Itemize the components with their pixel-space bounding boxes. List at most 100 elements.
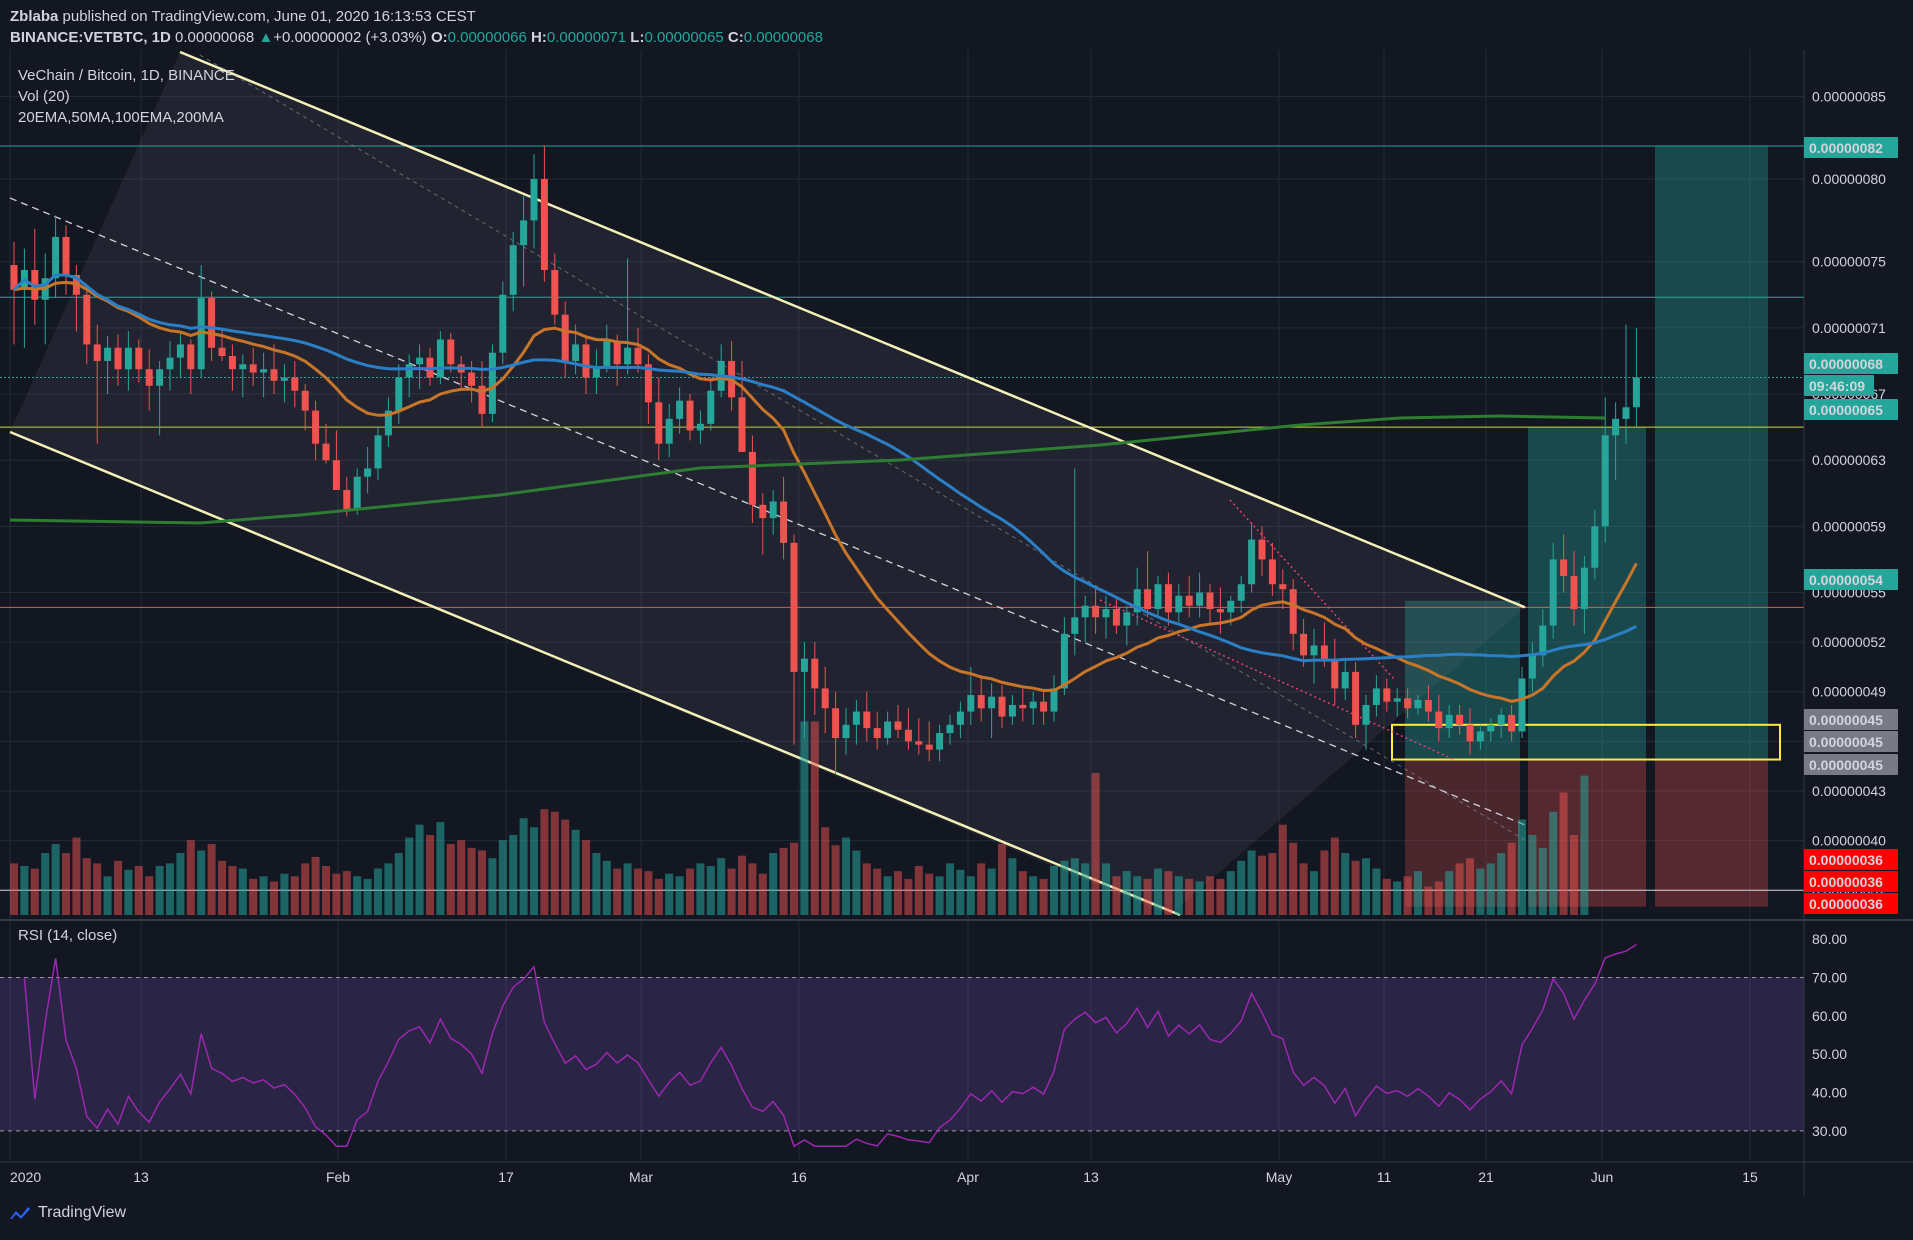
candle-body <box>946 724 954 734</box>
volume-bar <box>769 853 778 915</box>
time-tick: 17 <box>498 1169 514 1185</box>
time-tick: 15 <box>1742 1169 1758 1185</box>
volume-bar <box>1466 858 1474 915</box>
candle-body <box>915 741 923 745</box>
author-name[interactable]: Zblaba <box>10 8 59 25</box>
time-tick: 2020 <box>10 1169 41 1185</box>
volume-bar <box>1549 811 1558 915</box>
volume-bar <box>1226 871 1235 915</box>
candle-body <box>1092 605 1100 618</box>
candle <box>936 724 944 762</box>
volume-bar <box>322 865 330 915</box>
candle <box>1050 675 1058 722</box>
candle <box>197 265 205 378</box>
candle <box>873 711 881 750</box>
candle <box>769 489 777 535</box>
candle <box>447 332 455 373</box>
candle-body <box>1570 575 1578 610</box>
candle-body <box>1487 724 1495 732</box>
candle-body <box>447 339 455 365</box>
volume-bar <box>1414 871 1422 915</box>
candle-body <box>592 365 600 378</box>
candle <box>156 360 164 436</box>
candle-body <box>166 357 174 370</box>
candle-body <box>561 314 569 361</box>
trend-dotted <box>1229 499 1396 681</box>
volume-bar <box>1091 773 1100 915</box>
volume-bar <box>977 863 986 915</box>
volume-bar <box>1122 871 1131 915</box>
candle-body <box>1216 609 1224 613</box>
volume-bar <box>790 842 798 915</box>
candle-body <box>187 344 195 370</box>
rsi-line <box>23 943 1637 1148</box>
candle-body <box>624 347 632 365</box>
volume-bar <box>592 853 601 915</box>
candle-body <box>1040 701 1048 712</box>
candle <box>1216 587 1224 634</box>
candle <box>925 721 933 762</box>
target-zone-2 <box>1655 145 1768 760</box>
price-level-text: 0.00000068 <box>1809 356 1883 372</box>
volume-bar <box>405 837 414 915</box>
tradingview-brand[interactable]: TradingView <box>8 1204 126 1222</box>
candle-body <box>176 344 184 358</box>
candle-body <box>1279 584 1287 590</box>
volume-bar <box>10 863 18 915</box>
price-level-label <box>1804 893 1898 914</box>
candle-body <box>832 708 840 739</box>
candle <box>353 468 361 515</box>
channel-midline <box>9 197 1526 826</box>
candle <box>1549 542 1557 639</box>
volume-bar <box>1372 868 1381 915</box>
volume-bar <box>72 837 81 915</box>
candle-body <box>884 721 892 739</box>
candle-body <box>1393 698 1401 702</box>
candle <box>1310 628 1318 684</box>
legend-rsi: RSI (14, close) <box>18 927 118 944</box>
volume-bar <box>706 865 715 915</box>
price-level-text: 0.00000054 <box>1809 572 1883 588</box>
candle-body <box>613 341 621 365</box>
volume-bar <box>582 840 590 915</box>
volume-bar <box>114 860 122 915</box>
volume-bar <box>1289 842 1298 915</box>
candle <box>707 377 715 431</box>
volume-bar <box>1258 855 1266 915</box>
candle-body <box>52 236 60 279</box>
volume-bar <box>1102 863 1110 915</box>
price-tick: 0.00000071 <box>1812 320 1886 336</box>
volume-bar <box>259 876 268 915</box>
volume-bar <box>436 822 445 915</box>
candle-body <box>499 294 507 353</box>
candle <box>696 410 704 444</box>
candle <box>842 708 850 755</box>
candle <box>104 336 112 395</box>
volume-bar <box>1538 847 1547 915</box>
candle <box>811 642 819 715</box>
candle <box>312 400 320 461</box>
volume-bar <box>20 865 29 915</box>
volume-bar <box>727 868 736 915</box>
candle-body <box>353 476 361 510</box>
candle-body <box>1466 724 1474 742</box>
candle-body <box>1081 605 1089 618</box>
rsi-tick: 70.00 <box>1812 970 1847 986</box>
rsi-tick: 40.00 <box>1812 1085 1847 1101</box>
candle-body <box>520 220 528 246</box>
volume-bar <box>1029 876 1038 915</box>
candle <box>364 446 372 494</box>
candle-body <box>1258 539 1266 560</box>
volume-bar <box>956 869 965 915</box>
rsi-band <box>0 977 1804 1131</box>
candle <box>655 377 663 461</box>
candle <box>1123 605 1131 646</box>
volume-bar <box>1268 853 1277 915</box>
candle <box>1196 572 1204 618</box>
volume-bar <box>332 873 341 915</box>
candle-body <box>894 721 902 730</box>
volume-bar <box>249 878 258 915</box>
candle <box>1144 551 1152 618</box>
